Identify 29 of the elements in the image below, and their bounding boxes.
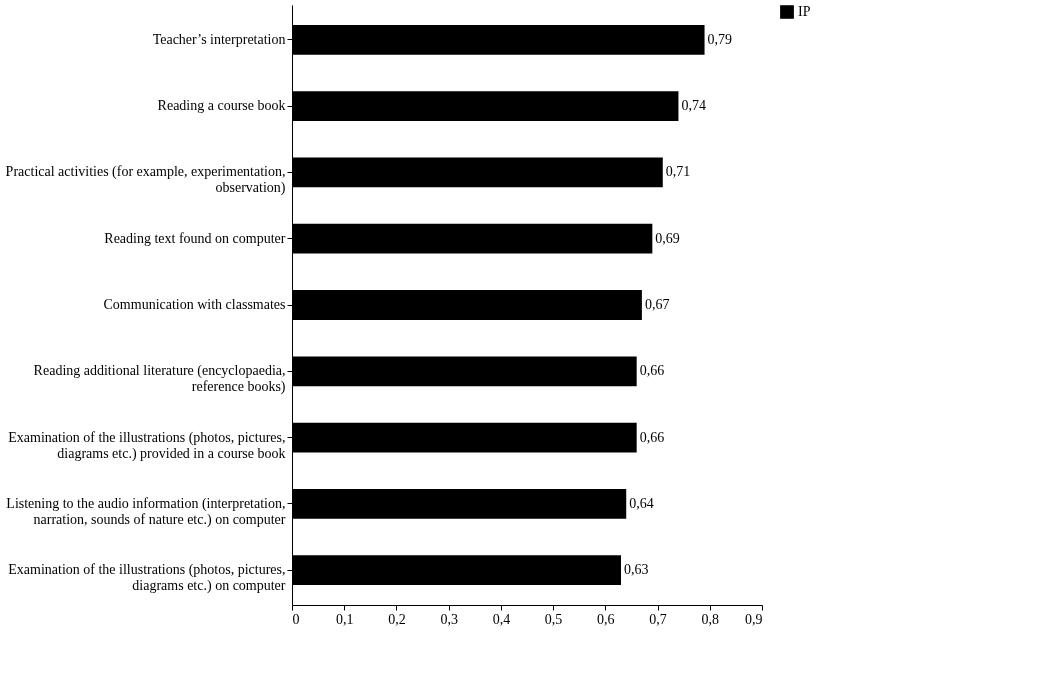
- data-label: 0,67: [644, 297, 670, 312]
- y-tick-label: Reading a course book: [157, 98, 286, 114]
- x-tick-label: 0,9: [745, 611, 763, 627]
- x-tick-label: 0,3: [440, 611, 458, 627]
- data-label: 0,66: [639, 363, 665, 379]
- x-tick-label: 0,5: [544, 611, 563, 627]
- x-tick-label: 0,6: [597, 611, 615, 627]
- x-tick-label: 0,2: [388, 611, 406, 627]
- data-label: 0,66: [639, 429, 665, 445]
- data-label: 0,74: [681, 98, 706, 114]
- legend-label: IP: [798, 4, 811, 19]
- y-tick-label: Examination of the illustrations (photos, pictures, diagrams etc.) on computer: [8, 562, 286, 595]
- y-tick-label: Practical activities (for example, experimentation, observation): [5, 164, 286, 197]
- y-tick-label: Reading additional literature (encyclopaedia, reference books): [33, 363, 286, 396]
- x-tick-label: 0,7: [649, 611, 667, 627]
- x-tick-label: 0,8: [701, 611, 720, 627]
- data-label: 0,63: [624, 562, 649, 578]
- y-tick-label: Listening to the audio information (interpretation, narration, sounds of nature etc.) on computer: [6, 495, 286, 528]
- x-tick-label: 0,4: [492, 611, 511, 627]
- data-label: 0,69: [655, 230, 680, 246]
- y-tick-label: Communication with classmates: [103, 297, 286, 312]
- data-label: 0,79: [707, 31, 733, 47]
- y-tick-label: Reading text found on computer: [104, 230, 286, 246]
- data-label: 0,64: [629, 495, 654, 511]
- y-tick-label: Examination of the illustrations (photos, pictures, diagrams etc.) provided in a course book: [8, 429, 286, 462]
- x-tick-label: 0,1: [335, 611, 354, 627]
- data-label: 0,71: [665, 164, 691, 180]
- y-tick-label: Teacher’s interpretation: [152, 31, 286, 47]
- x-tick-label: 0: [292, 611, 300, 627]
